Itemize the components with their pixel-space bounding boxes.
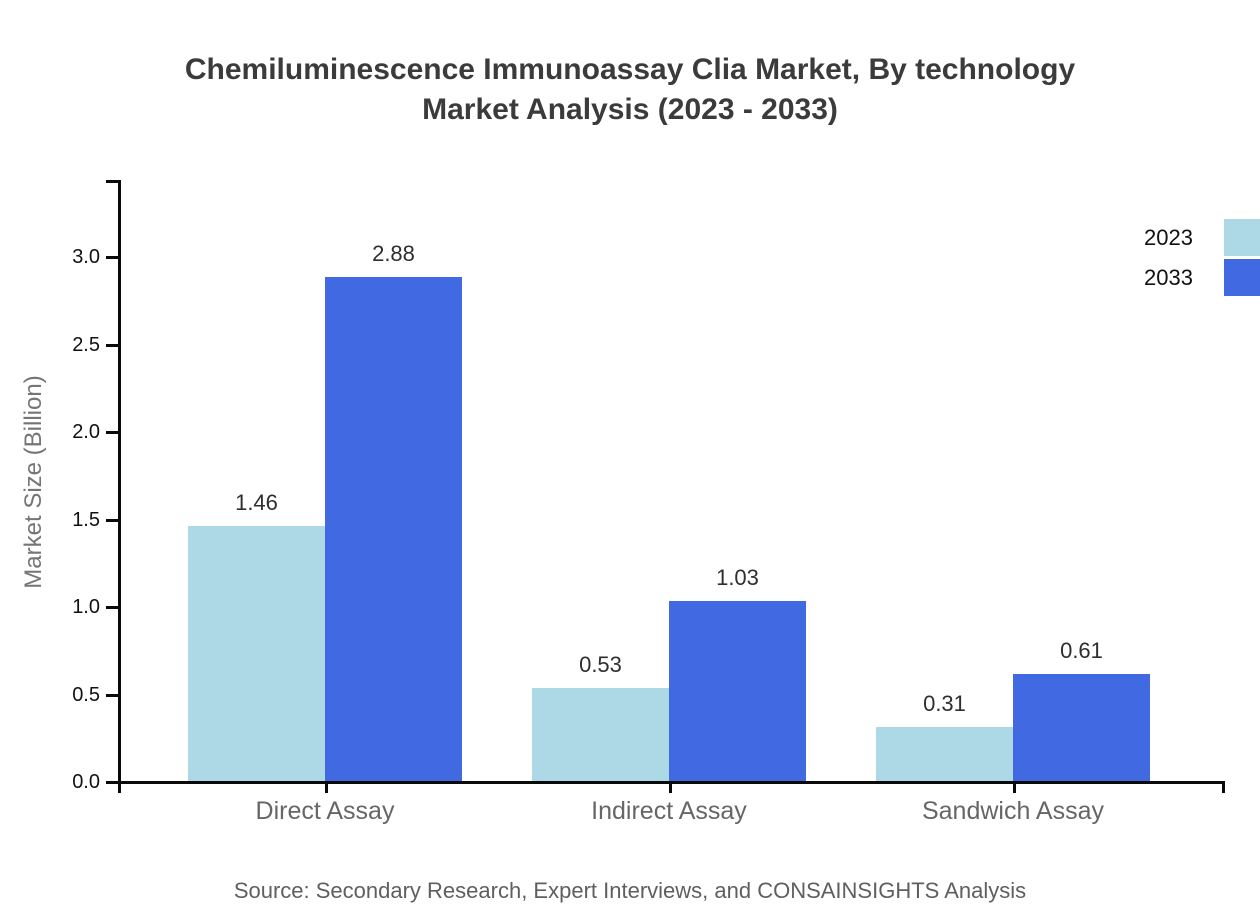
bar-2023-indirect-assay: [532, 688, 669, 781]
x-category-label-indirect-assay: Indirect Assay: [591, 797, 747, 825]
chart-title-line2: Market Analysis (2023 - 2033): [422, 93, 838, 126]
x-category-label-direct-assay: Direct Assay: [255, 797, 395, 825]
y-tick-mark: [106, 606, 118, 609]
chart-title: Chemiluminescence Immunoassay Clia Marke…: [0, 50, 1260, 130]
x-tick-mark: [1013, 781, 1016, 793]
chart-title-line1: Chemiluminescence Immunoassay Clia Marke…: [184, 53, 1076, 86]
y-tick-label: 1.0: [72, 596, 100, 618]
bar-2033-sandwich-assay: [1013, 674, 1150, 781]
x-axis-end-cap: [1222, 781, 1225, 793]
y-tick-mark: [106, 431, 118, 434]
bar-2023-sandwich-assay: [876, 726, 1013, 781]
y-tick-mark: [106, 693, 118, 697]
source-note: Source: Secondary Research, Expert Inter…: [233, 878, 1027, 903]
value-label-2023-direct-assay: 1.46: [235, 489, 278, 515]
y-tick-mark: [106, 518, 118, 522]
value-label-2023-indirect-assay: 0.53: [579, 652, 622, 678]
x-tick-mark: [669, 781, 672, 793]
x-tick-mark: [325, 781, 328, 793]
legend-label-2023: 2023: [1144, 224, 1193, 250]
x-tick-mark: [118, 781, 121, 793]
y-tick-label: 0.5: [72, 683, 100, 706]
legend-swatch-2033: [1224, 259, 1260, 296]
bar-2033-indirect-assay: [669, 600, 806, 781]
y-tick-mark: [106, 343, 118, 347]
value-label-2033-direct-assay: 2.88: [372, 241, 415, 266]
y-tick-label: 1.5: [72, 508, 100, 531]
y-tick-label: 2.5: [72, 333, 100, 356]
y-tick-mark: [106, 781, 118, 784]
legend: 2023 2033: [1144, 219, 1260, 299]
y-axis-title: Market Size (Billion): [20, 375, 47, 589]
y-axis-end-cap: [106, 180, 118, 183]
x-category-label-sandwich-assay: Sandwich Assay: [921, 797, 1105, 825]
value-label-2023-sandwich-assay: 0.31: [923, 690, 966, 716]
y-tick-mark: [106, 256, 118, 259]
value-label-2033-sandwich-assay: 0.61: [1060, 638, 1103, 664]
legend-swatch-2023: [1224, 219, 1260, 256]
legend-row-2033: 2033: [1144, 259, 1260, 296]
bar-2023-direct-assay: [188, 525, 325, 781]
legend-row-2023: 2023: [1144, 219, 1260, 256]
y-axis-spine: [118, 180, 121, 784]
value-label-2033-indirect-assay: 1.03: [716, 564, 759, 590]
y-tick-label: 3.0: [72, 246, 100, 268]
legend-label-2033: 2033: [1144, 264, 1193, 290]
y-tick-label: 0.0: [72, 771, 100, 793]
bar-2033-direct-assay: [325, 277, 462, 781]
y-tick-label: 2.0: [72, 421, 100, 443]
